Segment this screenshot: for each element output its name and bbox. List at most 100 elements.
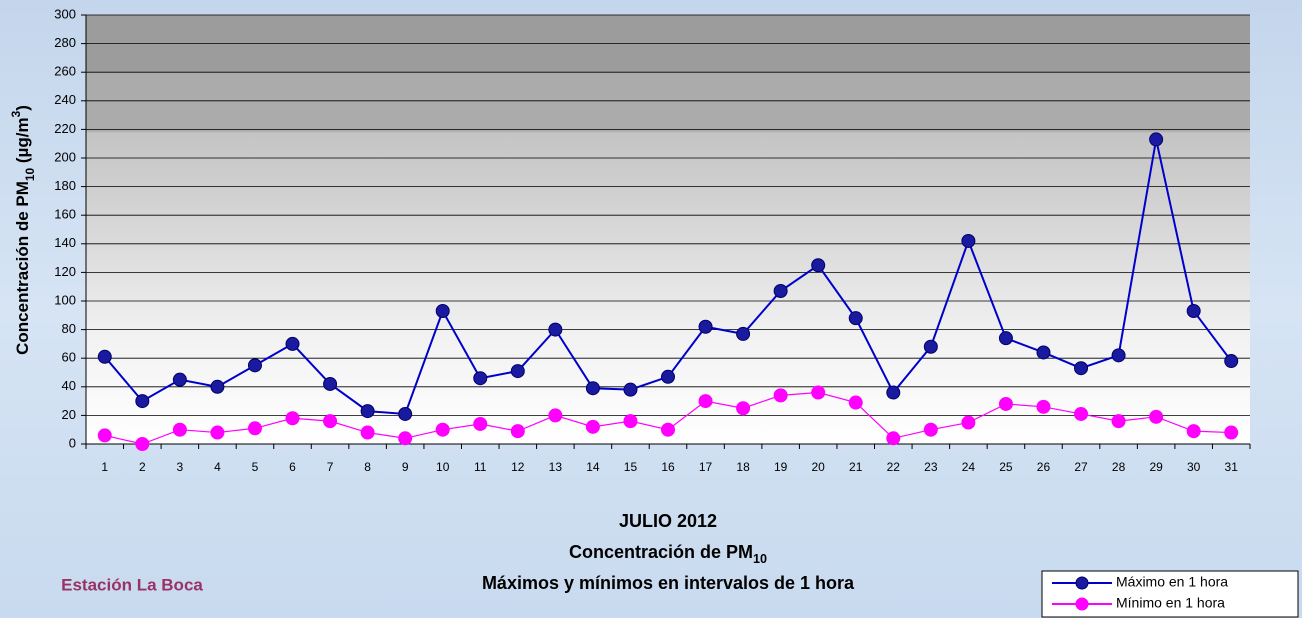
station-label: Estación La Boca: [61, 575, 203, 594]
chart-title: Máximos y mínimos en intervalos de 1 hor…: [482, 573, 855, 593]
data-point: [662, 423, 675, 436]
x-tick-label: 7: [327, 460, 334, 474]
x-tick-label: 15: [624, 460, 638, 474]
data-point: [812, 259, 825, 272]
x-tick-label: 20: [812, 460, 826, 474]
x-tick-label: 4: [214, 460, 221, 474]
data-point: [1187, 425, 1200, 438]
x-tick-label: 8: [364, 460, 371, 474]
data-point: [624, 415, 637, 428]
x-tick-label: 10: [436, 460, 450, 474]
data-point: [662, 370, 675, 383]
text-part: 10: [753, 552, 767, 566]
x-tick-label: 14: [586, 460, 600, 474]
x-tick-label: 23: [924, 460, 938, 474]
y-tick-label: 140: [54, 235, 76, 250]
data-point: [98, 429, 111, 442]
x-tick-label: 27: [1074, 460, 1088, 474]
data-point: [887, 386, 900, 399]
data-point: [1225, 426, 1238, 439]
x-tick-label: 24: [962, 460, 976, 474]
x-tick-label: 3: [177, 460, 184, 474]
data-point: [436, 423, 449, 436]
x-tick-label: 2: [139, 460, 146, 474]
data-point: [248, 422, 261, 435]
x-tick-label: 30: [1187, 460, 1201, 474]
text-part: Concentración de PM: [569, 542, 753, 562]
y-tick-label: 60: [62, 350, 76, 365]
data-point: [924, 340, 937, 353]
data-point: [399, 407, 412, 420]
x-tick-label: 31: [1225, 460, 1239, 474]
data-point: [887, 432, 900, 445]
y-tick-label: 240: [54, 92, 76, 107]
data-point: [812, 386, 825, 399]
data-point: [474, 372, 487, 385]
legend-label: Mínimo en 1 hora: [1116, 595, 1225, 611]
data-point: [136, 395, 149, 408]
data-point: [1187, 305, 1200, 318]
x-tick-label: 1: [101, 460, 108, 474]
x-tick-label: 5: [252, 460, 259, 474]
data-point: [774, 389, 787, 402]
data-point: [1037, 400, 1050, 413]
data-point: [361, 426, 374, 439]
legend-marker: [1076, 598, 1088, 610]
data-point: [737, 327, 750, 340]
data-point: [1075, 362, 1088, 375]
y-tick-label: 180: [54, 178, 76, 193]
x-tick-label: 12: [511, 460, 525, 474]
data-point: [173, 373, 186, 386]
y-tick-label: 260: [54, 64, 76, 79]
data-point: [1037, 346, 1050, 359]
x-tick-label: 28: [1112, 460, 1126, 474]
text-part: JULIO 2012: [619, 511, 717, 531]
data-point: [436, 305, 449, 318]
data-point: [1150, 410, 1163, 423]
y-tick-label: 40: [62, 378, 76, 393]
text-part: 10: [23, 167, 37, 181]
data-point: [586, 382, 599, 395]
x-tick-label: 18: [736, 460, 750, 474]
legend-label: Máximo en 1 hora: [1116, 574, 1228, 590]
data-point: [849, 396, 862, 409]
data-point: [699, 395, 712, 408]
y-tick-label: 120: [54, 264, 76, 279]
data-point: [1150, 133, 1163, 146]
data-point: [962, 234, 975, 247]
x-tick-label: 16: [661, 460, 675, 474]
data-point: [1112, 349, 1125, 362]
data-point: [624, 383, 637, 396]
data-point: [849, 312, 862, 325]
y-tick-label: 300: [54, 6, 76, 21]
data-point: [774, 284, 787, 297]
data-point: [286, 337, 299, 350]
text-part: Máximos y mínimos en intervalos de 1 hor…: [482, 573, 855, 593]
x-tick-label: 21: [849, 460, 863, 474]
y-tick-label: 220: [54, 121, 76, 136]
data-point: [737, 402, 750, 415]
x-tick-label: 19: [774, 460, 788, 474]
data-point: [324, 377, 337, 390]
legend-marker: [1076, 577, 1088, 589]
data-point: [211, 380, 224, 393]
data-point: [549, 409, 562, 422]
data-point: [999, 397, 1012, 410]
text-part: Concentración de PM: [13, 181, 32, 355]
x-tick-label: 13: [549, 460, 563, 474]
x-tick-label: 17: [699, 460, 713, 474]
data-point: [136, 438, 149, 451]
y-tick-label: 280: [54, 35, 76, 50]
chart: Estación La Boca 02040608010012014016018…: [0, 0, 1302, 618]
data-point: [999, 332, 1012, 345]
data-point: [549, 323, 562, 336]
x-tick-label: 29: [1149, 460, 1163, 474]
text-part: ): [13, 105, 32, 111]
data-point: [399, 432, 412, 445]
data-point: [924, 423, 937, 436]
data-point: [962, 416, 975, 429]
x-tick-label: 6: [289, 460, 296, 474]
y-tick-label: 80: [62, 321, 76, 336]
x-tick-label: 25: [999, 460, 1013, 474]
data-point: [286, 412, 299, 425]
